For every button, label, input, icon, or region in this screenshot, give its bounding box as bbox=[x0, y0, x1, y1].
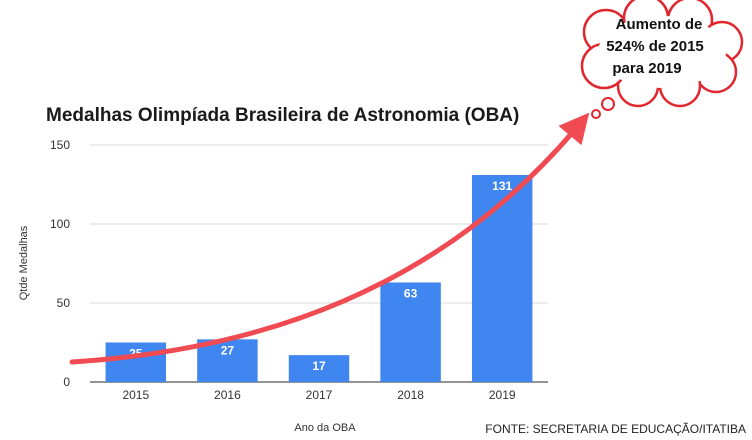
x-axis-label: Ano da OBA bbox=[294, 422, 356, 434]
bar-2017 bbox=[288, 355, 350, 382]
y-tick-label: 150 bbox=[50, 138, 70, 152]
thought-cloud: Aumento de 524% de 2015 para 2019 bbox=[580, 0, 744, 119]
y-tick-label: 0 bbox=[63, 375, 70, 389]
x-tick-label: 2019 bbox=[489, 388, 516, 402]
y-axis-ticks: 0 50 100 150 bbox=[50, 138, 70, 389]
x-axis-ticks: 2015 2016 2017 2018 2019 bbox=[122, 388, 515, 402]
data-label-2017: 17 bbox=[312, 359, 326, 373]
x-tick-label: 2018 bbox=[397, 388, 424, 402]
thought-bubble-medium bbox=[601, 97, 615, 111]
bars bbox=[105, 175, 533, 382]
data-label-2016: 27 bbox=[221, 343, 235, 357]
cloud-fill bbox=[598, 16, 726, 88]
annotation-line-2: 524% de 2015 bbox=[606, 38, 704, 55]
data-label-2019: 131 bbox=[492, 179, 512, 193]
x-tick-label: 2016 bbox=[214, 388, 241, 402]
bar-2019 bbox=[471, 175, 533, 382]
chart-title: Medalhas Olimpíada Brasileira de Astrono… bbox=[46, 105, 519, 126]
annotation-line-3: para 2019 bbox=[612, 60, 681, 77]
thought-bubble-small bbox=[591, 109, 601, 119]
data-label-2018: 63 bbox=[404, 286, 418, 300]
y-tick-label: 50 bbox=[57, 296, 71, 310]
y-axis-label: Qtde Medalhas bbox=[18, 225, 30, 300]
source-note: FONTE: SECRETARIA DE EDUCAÇÃO/ITATIBA bbox=[485, 422, 746, 436]
bar-2015 bbox=[105, 342, 167, 382]
x-tick-label: 2017 bbox=[306, 388, 333, 402]
bar-2018 bbox=[380, 282, 441, 382]
annotation-line-1: Aumento de bbox=[616, 16, 703, 33]
x-tick-label: 2015 bbox=[122, 388, 149, 402]
bar-2016 bbox=[197, 339, 258, 382]
y-tick-label: 100 bbox=[50, 217, 70, 231]
trend-arrow bbox=[69, 112, 590, 365]
